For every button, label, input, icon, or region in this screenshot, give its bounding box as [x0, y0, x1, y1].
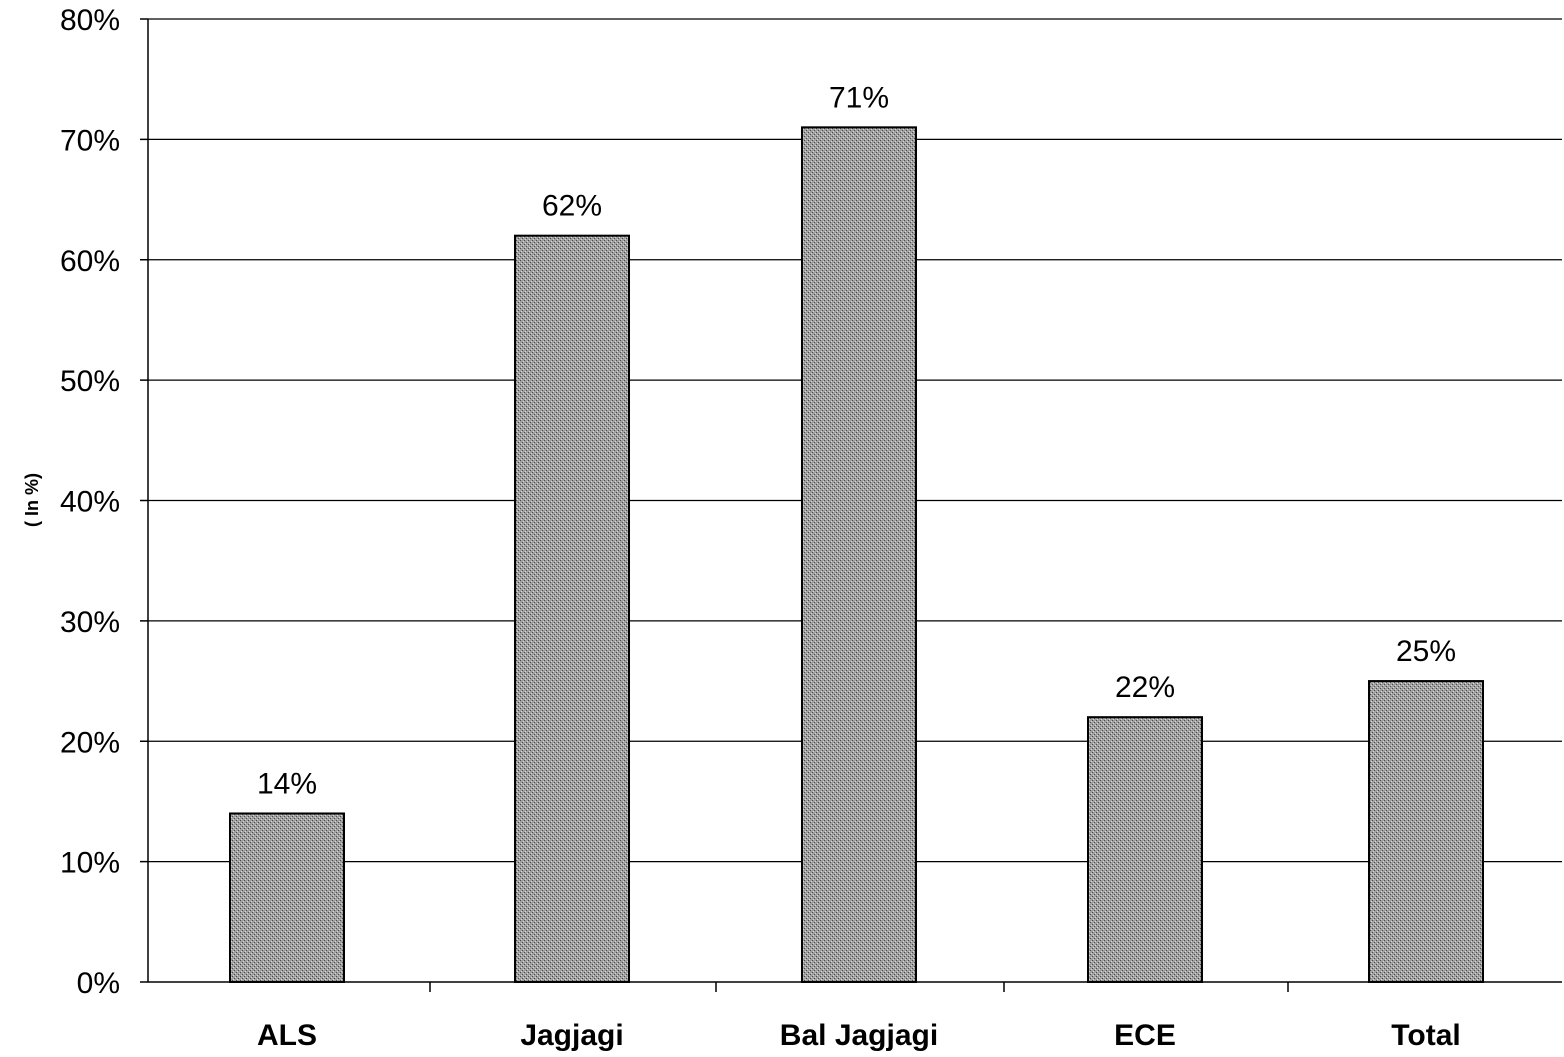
- bar-jagjagi: [514, 234, 630, 984]
- data-label: 71%: [829, 81, 889, 114]
- x-category-label: Jagjagi: [520, 1019, 623, 1052]
- y-tick-label: 0%: [77, 967, 120, 1000]
- x-category-label: Bal Jagjagi: [780, 1019, 938, 1052]
- y-tick-label: 60%: [60, 245, 120, 278]
- y-tick-label: 20%: [60, 726, 120, 759]
- x-category-label: ECE: [1114, 1019, 1176, 1052]
- data-label: 22%: [1115, 671, 1175, 704]
- bar-total: [1368, 680, 1484, 983]
- y-tick-label: 40%: [60, 486, 120, 519]
- y-tick-label: 50%: [60, 365, 120, 398]
- y-tick-label: 30%: [60, 606, 120, 639]
- x-category-label: Total: [1391, 1019, 1460, 1052]
- bar-ece: [1087, 716, 1203, 983]
- data-label: 25%: [1396, 635, 1456, 668]
- bar-als: [229, 812, 345, 983]
- axes: [140, 18, 1562, 992]
- labels: 0% 10% 20% 30% 40% 50% 60% 70% 80% ( In %) 14% ALS 6…: [22, 4, 1461, 1052]
- bar-bal-jagjagi: [801, 126, 917, 983]
- y-tick-label: 10%: [60, 847, 120, 880]
- y-tick-label: 70%: [60, 124, 120, 157]
- bars: [229, 126, 1484, 984]
- data-label: 14%: [257, 767, 317, 800]
- data-label: 62%: [542, 190, 602, 223]
- y-tick-label: 80%: [60, 4, 120, 37]
- y-axis-title: ( In %): [22, 473, 42, 527]
- x-category-label: ALS: [257, 1019, 317, 1052]
